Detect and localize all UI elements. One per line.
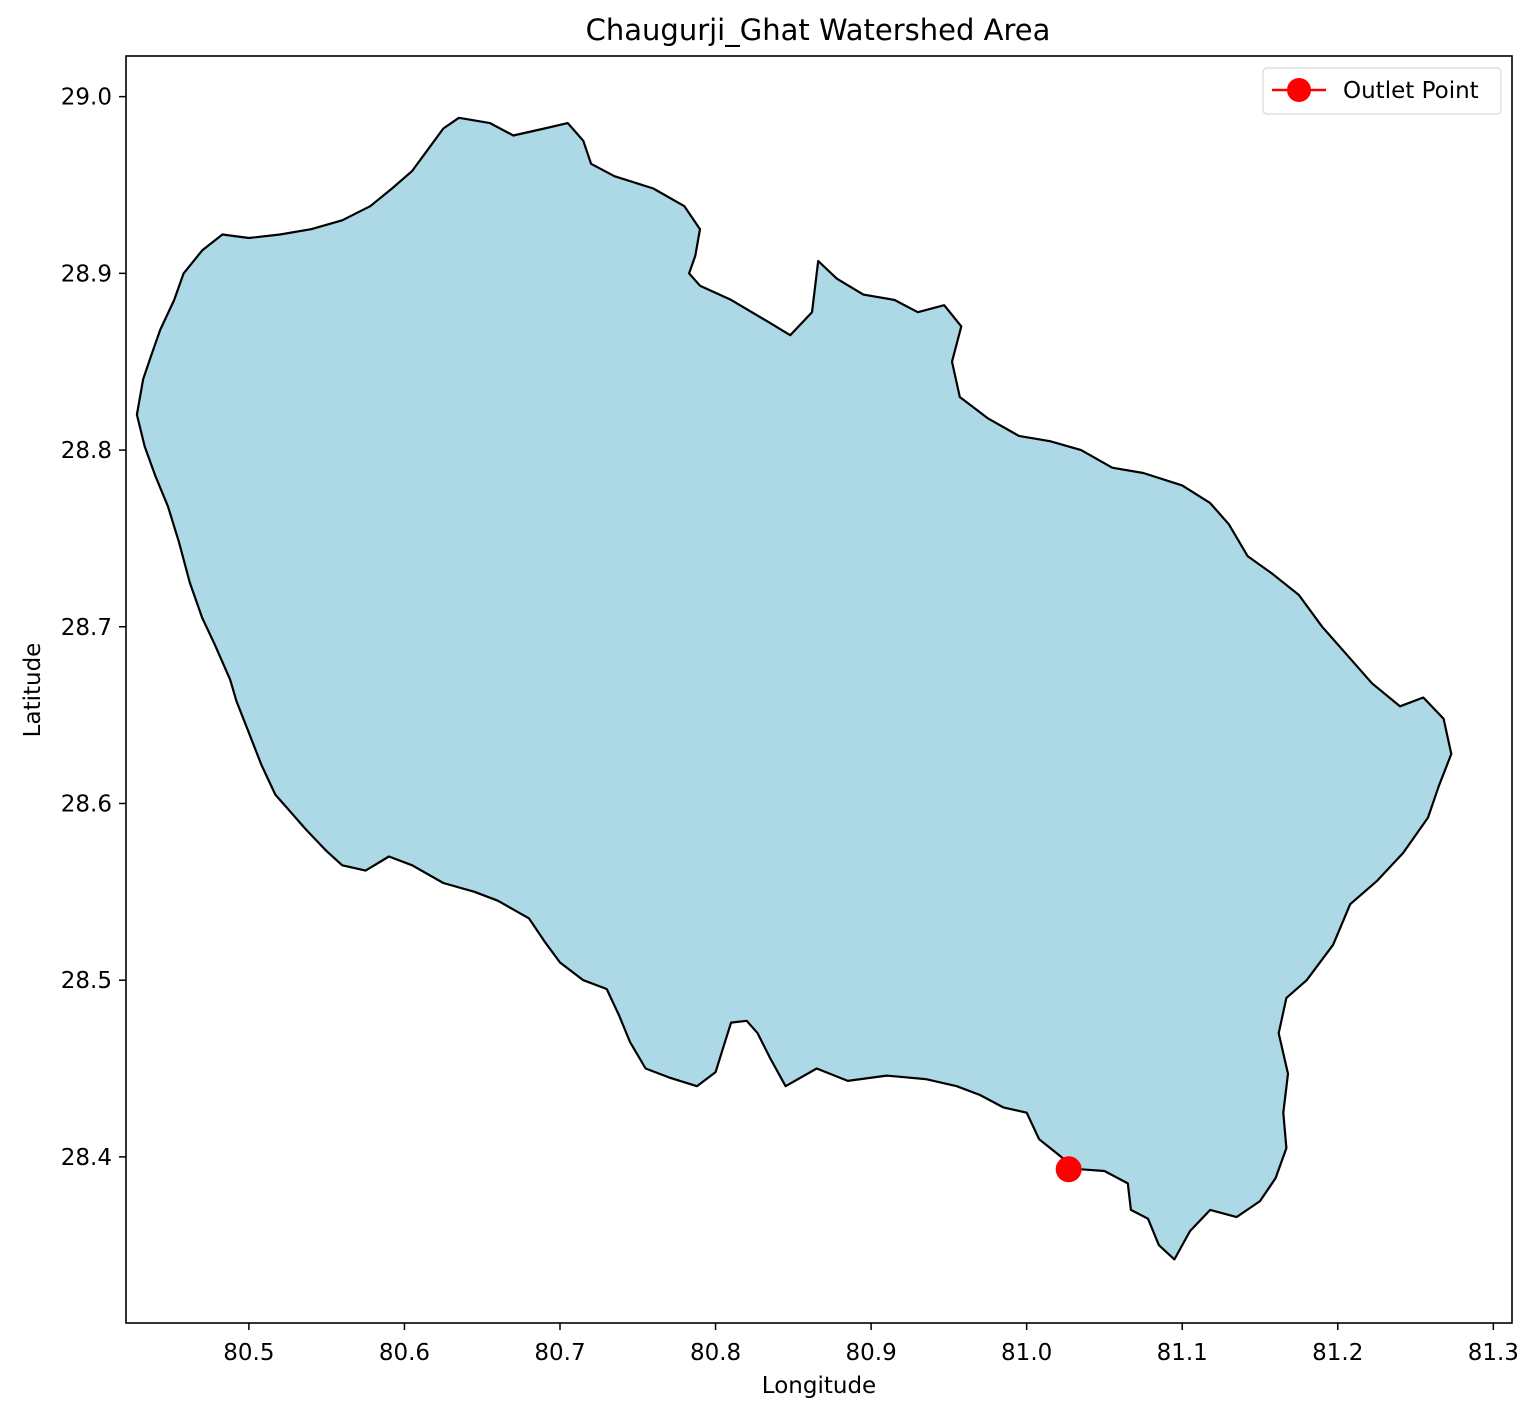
outlet-point-marker xyxy=(1055,1156,1082,1183)
x-tick-label: 80.9 xyxy=(846,1340,897,1366)
y-tick-label: 28.6 xyxy=(61,791,112,817)
x-tick-label: 80.7 xyxy=(534,1340,585,1366)
x-tick-label: 81.0 xyxy=(1001,1340,1052,1366)
y-tick-label: 28.7 xyxy=(61,615,112,641)
y-tick-label: 28.9 xyxy=(61,261,112,287)
x-axis-ticks: 80.5 80.6 80.7 80.8 80.9 81.0 81.1 81.2 81.3 xyxy=(223,1323,1519,1366)
x-axis-label: Longitude xyxy=(762,1373,876,1399)
x-tick-label: 81.1 xyxy=(1157,1340,1208,1366)
watershed-polygon xyxy=(135,116,1453,1261)
legend: Outlet Point xyxy=(1262,67,1502,115)
x-tick-label: 81.2 xyxy=(1312,1340,1363,1366)
plot-area xyxy=(135,116,1453,1261)
legend-label-outlet-point: Outlet Point xyxy=(1343,78,1479,104)
axes-frame xyxy=(125,55,1513,1324)
x-tick-label: 80.6 xyxy=(379,1340,430,1366)
y-tick-label: 29.0 xyxy=(61,85,112,111)
legend-dot-marker xyxy=(1287,78,1311,102)
legend-box xyxy=(1262,67,1502,115)
y-tick-label: 28.4 xyxy=(61,1145,112,1171)
x-tick-label: 81.3 xyxy=(1468,1340,1519,1366)
map-title: Chaugurji_Ghat Watershed Area xyxy=(586,13,1051,47)
y-tick-label: 28.5 xyxy=(61,968,112,994)
y-axis-label: Latitude xyxy=(20,643,46,738)
x-tick-label: 80.8 xyxy=(690,1340,741,1366)
y-axis-ticks: 28.4 28.5 28.6 28.7 28.8 28.9 29.0 xyxy=(61,85,126,1171)
x-tick-label: 80.5 xyxy=(223,1340,274,1366)
y-tick-label: 28.8 xyxy=(61,438,112,464)
